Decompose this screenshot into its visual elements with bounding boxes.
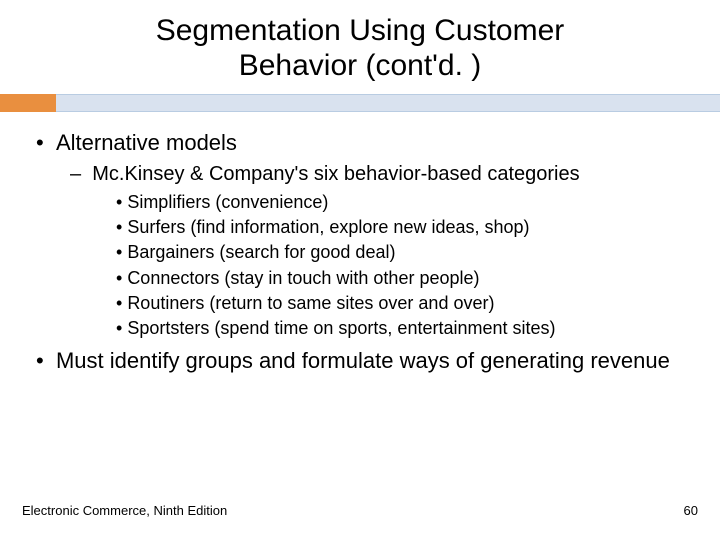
bullet-lvl3: Bargainers (search for good deal) <box>116 240 696 265</box>
title-line-1: Segmentation Using Customer <box>156 14 565 47</box>
page-number: 60 <box>684 503 698 518</box>
bullet-lvl3: Sportsters (spend time on sports, entert… <box>116 316 696 341</box>
lvl1-text: Must identify groups and formulate ways … <box>56 348 670 373</box>
title-line-2: Behavior (cont'd. ) <box>239 49 482 82</box>
bullet-lvl1: Alternative models <box>36 130 696 156</box>
lvl3-text: Routiners (return to same sites over and… <box>127 293 494 313</box>
bullet-lvl3: Routiners (return to same sites over and… <box>116 291 696 316</box>
lvl2-text: Mc.Kinsey & Company's six behavior-based… <box>92 163 579 185</box>
lvl1-text: Alternative models <box>56 130 237 155</box>
lvl3-list: Simplifiers (convenience) Surfers (find … <box>24 190 696 341</box>
bullet-lvl3: Connectors (stay in touch with other peo… <box>116 266 696 291</box>
footer: Electronic Commerce, Ninth Edition 60 <box>0 503 720 518</box>
bullet-lvl2: Mc.Kinsey & Company's six behavior-based… <box>70 162 696 186</box>
lvl3-text: Surfers (find information, explore new i… <box>127 217 529 237</box>
title-area: Segmentation Using Customer Behavior (co… <box>0 0 720 83</box>
lvl3-text: Sportsters (spend time on sports, entert… <box>127 318 555 338</box>
bullet-lvl1: Must identify groups and formulate ways … <box>36 347 696 375</box>
bullet-lvl3: Simplifiers (convenience) <box>116 190 696 215</box>
lvl3-text: Connectors (stay in touch with other peo… <box>127 268 479 288</box>
lvl3-text: Simplifiers (convenience) <box>127 192 328 212</box>
slide: Segmentation Using Customer Behavior (co… <box>0 0 720 540</box>
slide-title: Segmentation Using Customer Behavior (co… <box>0 14 720 83</box>
footer-left: Electronic Commerce, Ninth Edition <box>22 503 227 518</box>
bullet-lvl3: Surfers (find information, explore new i… <box>116 215 696 240</box>
accent-tab <box>0 94 56 112</box>
accent-bar <box>0 94 720 112</box>
content-area: Alternative models Mc.Kinsey & Company's… <box>0 130 720 375</box>
lvl3-text: Bargainers (search for good deal) <box>127 242 395 262</box>
